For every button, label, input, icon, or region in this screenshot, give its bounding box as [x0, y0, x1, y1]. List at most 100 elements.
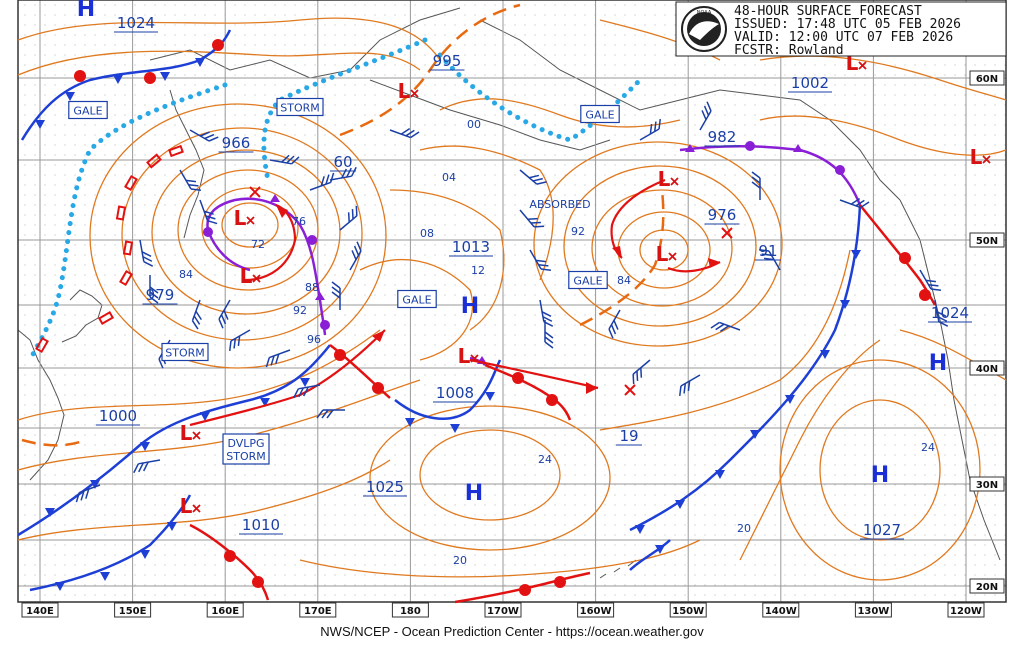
warning-label: STORM	[165, 347, 205, 360]
isobar-pressure-label: 1025	[366, 478, 404, 496]
high-pressure-symbol: H	[929, 351, 947, 376]
isobar	[177, 169, 319, 291]
lon-label: 150W	[672, 606, 704, 617]
warning-box	[161, 342, 209, 362]
lon-label-box	[854, 602, 892, 618]
low-x-mark	[192, 504, 201, 513]
hurricane-force-boxes	[35, 144, 184, 354]
lat-label-box	[969, 476, 1005, 492]
arrowhead	[372, 330, 385, 342]
isobar-pressure-label: 1002	[791, 74, 829, 92]
high-pressure-symbol: H	[871, 463, 889, 488]
isobar	[89, 103, 387, 369]
cold-front-triangle	[35, 120, 45, 129]
low-pressure-symbol: L	[846, 51, 859, 75]
cold-front-triangle	[485, 392, 495, 401]
x-mark	[249, 186, 261, 198]
ice-edge	[27, 82, 228, 363]
warm-front-semicircle	[546, 394, 558, 406]
map-canvas: 1024 995 1002 966 60 982 976 1013 91 979 1024 1000 1…	[17, 0, 1007, 618]
wind-barb	[331, 281, 341, 310]
warm-front-semicircle	[512, 372, 524, 384]
lon-label: 180	[400, 606, 421, 617]
low-x-mark	[192, 431, 201, 440]
wind-barb	[265, 349, 291, 368]
annotation-label: ABSORBED	[529, 198, 590, 211]
wind-barb	[632, 359, 651, 385]
arrowhead	[708, 258, 720, 268]
lon-label: 170E	[304, 606, 332, 617]
warning-box	[222, 433, 270, 465]
warm-front-semicircle	[919, 289, 931, 301]
footer-credit: NWS/NCEP - Ocean Prediction Center - htt…	[320, 624, 704, 639]
cold-front-triangle	[785, 395, 795, 404]
annotation-labels: ABSORBED	[529, 198, 590, 211]
occluded-front-semicircle	[835, 165, 845, 175]
warm-front-semicircle	[334, 349, 346, 361]
warm-front	[859, 204, 937, 306]
x-mark	[721, 227, 733, 239]
cold-front-triangle	[55, 582, 65, 591]
warm-fronts	[189, 204, 937, 604]
header-title: 48-HOUR SURFACE FORECAST	[734, 4, 922, 19]
map-frame	[17, 0, 1007, 603]
wind-barb	[189, 129, 219, 142]
wind-barb	[349, 241, 362, 271]
wind-barb	[139, 239, 154, 267]
wind-barb	[639, 118, 661, 141]
isobar-pressure-label: 76	[292, 215, 306, 228]
isobar-pressure-label: 976	[708, 206, 737, 224]
low-x-mark	[670, 177, 679, 186]
trough-line	[579, 189, 665, 327]
cold-front-triangle	[200, 412, 210, 421]
wind-barbs	[75, 101, 949, 503]
warm-front-semicircle	[252, 576, 264, 588]
warning-label: STORM	[280, 102, 320, 115]
isobar	[151, 149, 341, 315]
cold-front-triangle	[100, 572, 110, 581]
high-pressure-centers: H H H H H	[77, 0, 947, 506]
wind-barb	[269, 154, 300, 165]
isobar	[419, 429, 561, 521]
isobars	[17, 17, 1007, 581]
wind-barb	[191, 299, 202, 330]
warm-front-semicircle	[372, 382, 384, 394]
lat-label-box	[969, 70, 1005, 86]
cold-front-triangle	[167, 522, 177, 531]
warning-box	[168, 144, 184, 158]
isobar-pressure-label: 979	[146, 286, 175, 304]
isobar-pressure-label: 24	[921, 441, 935, 454]
isobar-pressure-label: 91	[758, 242, 777, 260]
ice-edge	[261, 37, 428, 183]
isobar	[591, 189, 733, 307]
wind-barb	[608, 309, 621, 339]
low-x-mark	[858, 61, 867, 70]
cold-front-triangle	[655, 545, 665, 554]
lon-label-box	[21, 602, 59, 618]
cold-front-triangle	[140, 550, 150, 559]
arrowhead	[612, 246, 622, 258]
lat-label: 30N	[976, 480, 998, 491]
coastline-asia	[17, 329, 65, 481]
warning-box	[397, 289, 437, 309]
lon-label-box	[206, 602, 244, 618]
wind-barb	[699, 101, 712, 131]
lon-label: 140E	[26, 606, 54, 617]
high-pressure-symbol: H	[465, 481, 483, 506]
warm-front-semicircle	[519, 584, 531, 596]
cold-front-triangle	[160, 72, 170, 81]
warning-label: GALE	[402, 294, 431, 307]
wind-barb	[329, 166, 357, 181]
isobar	[563, 165, 757, 327]
isobar	[17, 50, 421, 76]
storm-track-arrowheads	[276, 205, 720, 394]
warning-box	[97, 311, 115, 325]
warning-box	[124, 174, 138, 192]
noaa-logo-text: NOAA	[697, 10, 712, 16]
cold-front-triangle	[851, 250, 861, 259]
isobar-pressure-label: 19	[619, 427, 638, 445]
coastline-alaska	[479, 19, 901, 201]
cold-front	[17, 344, 331, 537]
isobar-pressure-label: 84	[617, 274, 631, 287]
isobar	[779, 359, 981, 581]
